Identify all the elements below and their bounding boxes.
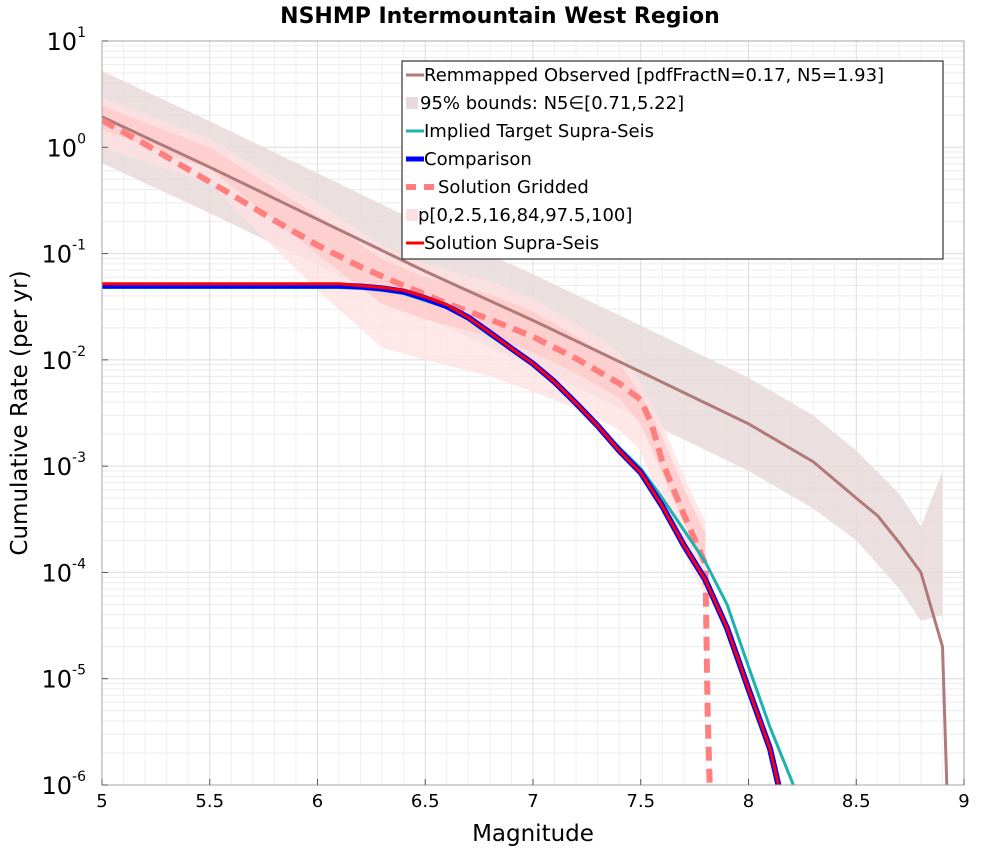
- legend-label: Solution Gridded: [438, 177, 589, 198]
- legend-swatch: [406, 209, 418, 221]
- legend-item: 95% bounds: N5∈[0.71,5.22]: [406, 93, 684, 114]
- legend-label: Implied Target Supra-Seis: [424, 121, 654, 142]
- y-ticks: 101 100 10-1 10-2 10-3 10-4 10-5 10-6: [41, 25, 108, 800]
- x-axis-label: Magnitude: [472, 821, 594, 847]
- series-band-solution-percentiles: [102, 96, 706, 596]
- legend-box: [401, 60, 944, 260]
- legend-label: Remmapped Observed [pdfFractN=0.17, N5=1…: [424, 65, 884, 86]
- x-tick-label: 8.5: [842, 791, 871, 812]
- chart-title: NSHMP Intermountain West Region: [280, 4, 720, 29]
- x-tick-label: 8: [743, 791, 754, 812]
- x-tick-label: 5: [96, 791, 107, 812]
- y-tick-label: 100: [47, 131, 86, 162]
- series-line-solution-gridded: [102, 117, 713, 785]
- x-tick-label: 6.5: [411, 791, 440, 812]
- legend-label: p[0,2.5,16,84,97.5,100]: [418, 205, 632, 226]
- legend-label: 95% bounds: N5∈[0.71,5.22]: [420, 93, 684, 114]
- y-tick-label: 10-4: [41, 556, 86, 587]
- x-tick-label: 7.5: [626, 791, 655, 812]
- legend-swatch: [406, 97, 418, 109]
- x-tick-label: 9: [958, 791, 969, 812]
- legend-item: p[0,2.5,16,84,97.5,100]: [406, 205, 632, 226]
- series-line-remmapped-observed: [102, 115, 949, 785]
- legend-item: Comparison: [406, 149, 532, 170]
- y-axis-label: Cumulative Rate (per yr): [7, 270, 33, 555]
- legend-item: Remmapped Observed [pdfFractN=0.17, N5=1…: [406, 65, 884, 86]
- x-ticks: 5 5.5 6 6.5 7 7.5 8 8.5 9: [96, 779, 970, 812]
- y-tick-label: 101: [47, 25, 86, 56]
- y-tick-label: 10-2: [41, 344, 86, 375]
- legend-label: Solution Supra-Seis: [424, 233, 599, 254]
- y-tick-label: 10-1: [41, 238, 86, 269]
- y-tick-label: 10-5: [41, 663, 86, 694]
- legend-item: Implied Target Supra-Seis: [406, 121, 654, 142]
- plot-area: [102, 71, 949, 785]
- legend-item: Solution Supra-Seis: [406, 233, 599, 254]
- legend: Remmapped Observed [pdfFractN=0.17, N5=1…: [401, 60, 944, 260]
- x-tick-label: 7: [527, 791, 538, 812]
- x-tick-label: 6: [312, 791, 323, 812]
- legend-label: Comparison: [424, 149, 532, 170]
- legend-item: Solution Gridded: [406, 177, 589, 198]
- y-tick-label: 10-6: [41, 769, 86, 800]
- series-line-solution-supra-seis: [102, 282, 780, 785]
- y-tick-label: 10-3: [41, 450, 86, 481]
- x-tick-label: 5.5: [195, 791, 224, 812]
